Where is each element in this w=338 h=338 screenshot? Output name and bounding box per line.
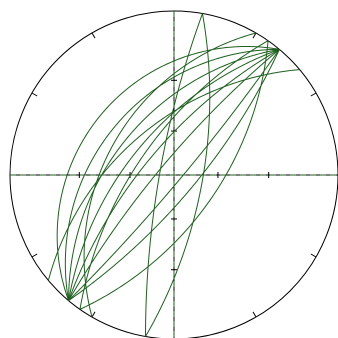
ticks [31, 32, 317, 318]
great-circle [79, 40, 269, 310]
great-circle [68, 48, 280, 301]
axes-overlay [10, 11, 338, 338]
great-circles [47, 13, 300, 337]
great-circle [83, 32, 257, 318]
great-circle [56, 45, 280, 301]
great-circle [68, 49, 280, 302]
rim-tick [31, 253, 38, 258]
rim-tick [91, 32, 96, 39]
rim-tick [31, 92, 38, 97]
rim-tick [310, 253, 317, 258]
great-circle [145, 13, 211, 337]
rim-tick [310, 92, 317, 97]
rim-tick [252, 311, 257, 318]
great-circle [79, 40, 269, 310]
great-circle [47, 69, 300, 281]
great-circle [68, 49, 280, 301]
great-circle [68, 48, 280, 301]
rim-tick [252, 32, 257, 39]
great-circle [68, 48, 280, 301]
rim-tick [91, 311, 96, 318]
great-circle [68, 48, 280, 301]
